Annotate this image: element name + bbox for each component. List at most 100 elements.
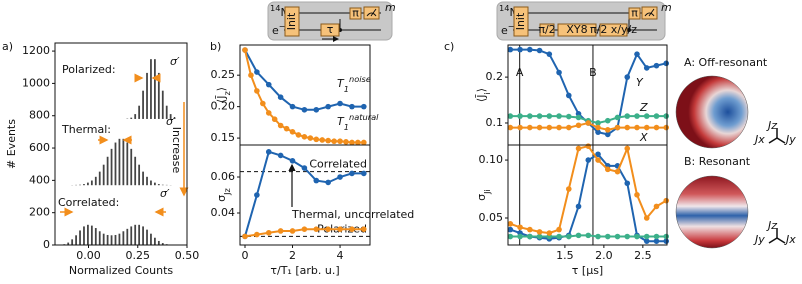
data-point xyxy=(242,47,248,53)
series-label-part: noise xyxy=(349,74,371,84)
y-axis-label: ⟨J̄i⟩ xyxy=(475,88,492,102)
data-point xyxy=(325,226,331,232)
y-axis-label-part: σ xyxy=(215,195,228,202)
y-axis-label: # Events xyxy=(5,119,18,169)
hist-bar xyxy=(161,90,164,119)
gate xyxy=(539,23,555,37)
sigma-label: σ′ xyxy=(160,187,170,200)
gate-label: Init xyxy=(514,12,527,30)
hist-bar xyxy=(157,184,160,186)
data-point xyxy=(556,233,562,240)
plot-frame xyxy=(507,144,668,246)
y-tick-label: 0.15 xyxy=(211,131,236,144)
hist-bar xyxy=(150,180,152,186)
y-tick-label: 200 xyxy=(29,206,50,219)
y-tick-label: 0.2 xyxy=(486,70,504,83)
axis-label: Jx xyxy=(784,233,796,246)
data-point xyxy=(325,137,331,144)
data-point xyxy=(254,192,260,198)
x-axis-label: τ/T₁ [arb. u.] xyxy=(270,264,339,277)
data-point xyxy=(289,228,296,234)
x-axis-label: τ [μs] xyxy=(572,264,603,277)
x-tick-label: 0.25 xyxy=(125,249,150,262)
data-point xyxy=(643,65,650,71)
hist-bar xyxy=(102,233,105,245)
axis-label: Jy xyxy=(753,233,765,246)
y-tick-label: 400 xyxy=(29,173,50,186)
hist-bar xyxy=(87,224,89,245)
data-point xyxy=(301,226,308,232)
data-point xyxy=(260,100,266,107)
y-axis-label-part: σ xyxy=(475,194,488,201)
panel-label: a) xyxy=(2,40,13,53)
y-axis-label-part: J xyxy=(222,192,232,195)
hist-bar xyxy=(146,229,148,245)
sphere-label: A: Off-resonant xyxy=(684,56,768,69)
hist-bar xyxy=(146,72,148,119)
data-point xyxy=(536,233,543,240)
data-point xyxy=(289,158,296,164)
data-point xyxy=(361,103,367,110)
series-label-part: T xyxy=(337,77,345,90)
axis-label: Jy xyxy=(784,133,796,146)
data-point xyxy=(361,139,367,146)
hist-bar xyxy=(142,90,144,119)
data-point xyxy=(604,131,611,138)
data-point xyxy=(643,113,650,119)
data-point xyxy=(624,180,631,187)
y-tick-label: 1000 xyxy=(22,76,50,89)
data-point xyxy=(254,231,260,238)
gate xyxy=(628,7,641,20)
data-point xyxy=(536,47,543,54)
hist-bar xyxy=(83,184,85,186)
hist-bar xyxy=(114,142,117,186)
series-label: T1natural xyxy=(337,112,379,132)
data-point xyxy=(507,46,514,53)
y-axis-label-part: ⟩ xyxy=(475,88,488,92)
data-point xyxy=(565,92,572,99)
data-point xyxy=(614,124,621,131)
data-point xyxy=(242,233,248,240)
sigma-label: σ′ xyxy=(170,55,180,68)
data-point xyxy=(624,145,631,152)
data-point xyxy=(634,233,640,240)
y-tick-label: 0.05 xyxy=(479,211,504,224)
hist-bar xyxy=(106,156,109,186)
data-point xyxy=(653,62,660,69)
control-dot xyxy=(627,28,631,32)
axis-label: Jx xyxy=(753,133,765,146)
data-point xyxy=(527,233,533,240)
data-point xyxy=(653,113,660,119)
data-point xyxy=(595,124,601,131)
data-point xyxy=(325,103,331,110)
data-point xyxy=(575,232,582,239)
data-point xyxy=(313,226,320,232)
hist-bar xyxy=(94,228,97,245)
hist-bar xyxy=(130,117,133,119)
axis-icon xyxy=(768,237,778,244)
data-point xyxy=(565,113,572,120)
sphere-label: B: Resonant xyxy=(684,155,751,168)
data-point xyxy=(585,143,592,149)
data-point xyxy=(517,124,523,131)
plot-frame xyxy=(54,42,188,246)
hist-bar xyxy=(102,164,105,186)
data-point xyxy=(663,124,670,131)
hist-bar xyxy=(94,176,97,186)
plot-frame xyxy=(239,144,371,246)
data-point xyxy=(643,233,650,240)
y-axis-label: σJi xyxy=(475,189,492,201)
hist-bar xyxy=(75,235,77,245)
data-point xyxy=(265,149,272,155)
gate-label: π xyxy=(352,7,359,20)
qubit-label-part: e xyxy=(501,24,508,37)
data-point xyxy=(331,138,337,145)
y-tick-label: 0 xyxy=(43,238,50,251)
data-point xyxy=(313,177,320,184)
series-line xyxy=(509,153,667,243)
sphere xyxy=(675,75,749,149)
series-label-part: 1 xyxy=(344,84,349,94)
y-tick-label: 0.06 xyxy=(211,170,236,183)
data-point xyxy=(653,238,660,244)
